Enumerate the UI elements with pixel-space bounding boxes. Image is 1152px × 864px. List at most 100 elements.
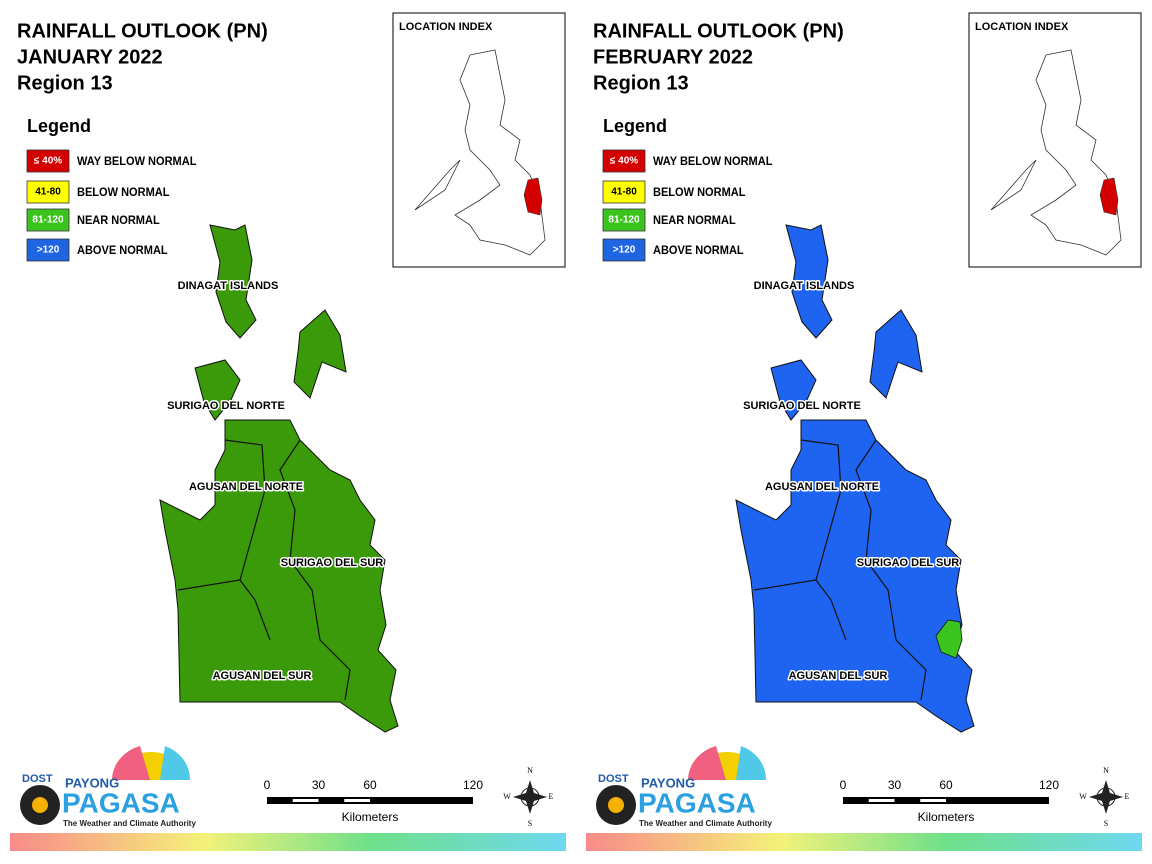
province-label: SURIGAO DEL SUR [857,557,960,569]
compass-letter: N [527,766,533,775]
province-label: DINAGAT ISLANDS [178,280,279,292]
umbrella-left [688,746,726,780]
map-region: Region 13 [593,72,689,94]
logo-tagline: The Weather and Climate Authority [63,819,196,828]
color-band [586,833,1142,851]
compass-ring [520,787,540,807]
compass-letter: S [528,819,532,828]
umbrella-right [736,746,767,780]
mainland-shape [159,419,399,733]
map-title: RAINFALL OUTLOOK (PN) [593,20,844,42]
logo-seal-inner [32,797,48,813]
legend-label: WAY BELOW NORMAL [77,156,196,168]
scale-tick-label: 0 [840,778,847,792]
province-label: AGUSAN DEL SUR [213,670,312,682]
scale-tick-label: 120 [463,778,483,792]
legend-label: NEAR NORMAL [77,215,160,227]
legend-swatch [602,149,646,173]
province-boundaries [177,439,351,701]
legend-swatch [26,208,70,232]
legend-range: 81-120 [608,215,640,226]
logo-pagasa: PAGASA [638,787,756,818]
legend-range: >120 [613,245,636,256]
map-month: FEBRUARY 2022 [593,46,753,68]
province-label: AGUSAN DEL SUR [789,670,888,682]
legend-swatch [602,238,646,262]
logo-agency: DOST [22,773,53,785]
dinagat-shape [209,224,257,339]
logo-payong: PAYONG [65,775,119,790]
province-label: SURIGAO DEL NORTE [743,400,861,412]
legend-title: Legend [27,116,91,136]
scale-tick-label: 60 [939,778,953,792]
outlook-panel: RAINFALL OUTLOOK (PN) FEBRUARY 2022 Region… [586,12,1142,851]
legend-label: BELOW NORMAL [77,187,169,199]
compass-letter: E [1125,792,1130,801]
color-band [10,833,566,851]
compass-letter: W [503,792,511,801]
province-label: AGUSAN DEL NORTE [189,481,303,493]
philippines-outline [414,49,546,256]
compass-letter: E [549,792,554,801]
legend-swatch [26,149,70,173]
compass-letter: W [1079,792,1087,801]
scale-segment [292,799,319,802]
scale-segment [344,799,370,802]
scale-unit: Kilometers [918,810,975,824]
siargao-shape [293,309,347,399]
legend-range: >120 [37,245,60,256]
logo-pagasa: PAGASA [62,787,180,818]
legend-range: ≤ 40% [34,156,62,167]
province-label: SURIGAO DEL NORTE [167,400,285,412]
logo-seal-inner [608,797,624,813]
legend-swatch [602,180,646,204]
compass-ring [1096,787,1116,807]
map-title: RAINFALL OUTLOOK (PN) [17,20,268,42]
legend-label: BELOW NORMAL [653,187,745,199]
location-index-title: LOCATION INDEX [399,21,493,33]
legend-range: ≤ 40% [610,156,638,167]
scale-tick-label: 60 [363,778,377,792]
mainland-shape [735,419,975,733]
region-highlight [1099,177,1119,216]
province-label: DINAGAT ISLANDS [754,280,855,292]
map-region: Region 13 [17,72,113,94]
legend-range: 81-120 [32,215,64,226]
legend-swatch [602,208,646,232]
near-normal-patch [935,619,963,659]
compass-rose [1089,780,1123,814]
scale-tick-label: 30 [888,778,902,792]
scale-tick-label: 0 [264,778,271,792]
legend-label: WAY BELOW NORMAL [653,156,772,168]
philippines-outline [990,49,1122,256]
legend-label: ABOVE NORMAL [653,245,744,257]
legend-range: 41-80 [35,187,61,198]
legend-label: NEAR NORMAL [653,215,736,227]
compass-letter: N [1103,766,1109,775]
umbrella-left [112,746,150,780]
siargao-shape [869,309,923,399]
scale-segment [868,799,895,802]
province-label: AGUSAN DEL NORTE [765,481,879,493]
legend-range: 41-80 [611,187,637,198]
logo-tagline: The Weather and Climate Authority [639,819,772,828]
surigao-norte-shape [770,359,817,421]
surigao-norte-shape [194,359,241,421]
scale-unit: Kilometers [342,810,399,824]
umbrella-right [160,746,191,780]
legend-swatch [26,180,70,204]
outlook-panel: RAINFALL OUTLOOK (PN) JANUARY 2022 Region … [10,12,566,851]
scale-tick-label: 120 [1039,778,1059,792]
location-index-title: LOCATION INDEX [975,21,1069,33]
logo-payong: PAYONG [641,775,695,790]
scale-segment [920,799,946,802]
province-boundaries [753,439,927,701]
logo-agency: DOST [598,773,629,785]
compass-letter: S [1104,819,1108,828]
legend-label: ABOVE NORMAL [77,245,168,257]
scale-tick-label: 30 [312,778,326,792]
dinagat-shape [785,224,833,339]
province-label: SURIGAO DEL SUR [281,557,384,569]
legend-swatch [26,238,70,262]
